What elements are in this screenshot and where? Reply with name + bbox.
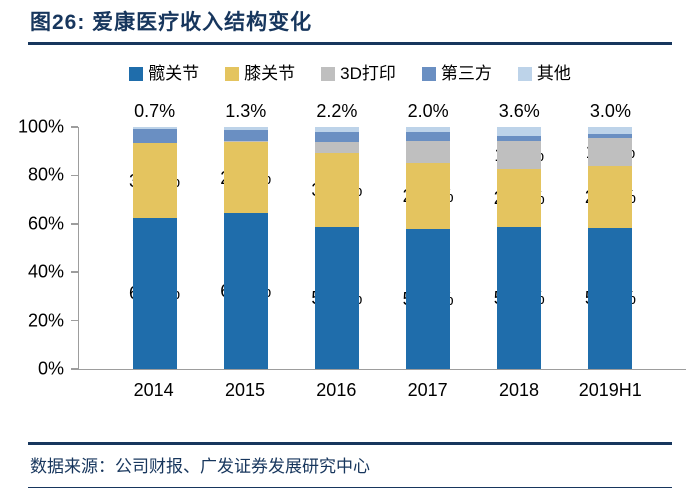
- segment-knee: [132, 143, 177, 218]
- bar-2014: [132, 127, 177, 369]
- segment-print3d: [588, 138, 633, 167]
- bar-2019H1: [588, 127, 633, 369]
- bar-2015: [223, 127, 268, 369]
- bar-slot-2014: 62.5%30.7%0.0%0.7%: [109, 101, 200, 369]
- segment-hip: [223, 213, 268, 369]
- segment-hip: [314, 226, 359, 369]
- segment-other: [588, 127, 633, 135]
- y-axis-tick: [71, 368, 78, 370]
- segment-other: [497, 127, 542, 136]
- segment-knee: [497, 168, 542, 228]
- legend-swatch-other: [517, 67, 532, 81]
- data-label-other: 2.0%: [407, 101, 449, 121]
- legend-label-other: 其他: [536, 64, 571, 83]
- figure-header: 图26: 爱康医疗收入结构变化: [0, 0, 700, 36]
- plot-area: 62.5%30.7%0.0%0.7%64.4%29.4%0.5%1.3%58.7…: [78, 101, 686, 370]
- segment-hip: [588, 227, 633, 369]
- bar-slot-2015: 64.4%29.4%0.5%1.3%: [200, 101, 291, 369]
- legend-item-hip: 髋关节: [129, 65, 199, 83]
- bar-slot-2017: 57.8%27.3%9.0%2.0%: [383, 101, 474, 369]
- segment-other: [314, 127, 359, 133]
- figure-title: 图26: 爱康医疗收入结构变化: [30, 11, 313, 34]
- segment-thirdparty: [132, 128, 177, 144]
- legend-item-print3d: 3D打印: [321, 65, 396, 83]
- segment-other: [223, 127, 268, 131]
- data-label-other: 1.3%: [225, 101, 267, 121]
- x-axis-label: 2018: [498, 380, 539, 400]
- chart-legend: 髋关节 膝关节 3D打印 第三方 其他: [0, 65, 700, 83]
- x-axis-label: 2017: [407, 380, 448, 400]
- segment-knee: [314, 152, 359, 227]
- legend-label-hip: 髋关节: [148, 64, 200, 83]
- x-axis-label: 2019H1: [578, 380, 642, 400]
- x-axis-label: 2015: [224, 380, 266, 400]
- segment-knee: [588, 166, 633, 228]
- data-label-other: 0.7%: [134, 101, 176, 121]
- y-axis-label: 20%: [27, 310, 64, 331]
- y-axis-tick: [71, 174, 78, 177]
- data-label-other: 3.6%: [498, 101, 540, 121]
- legend-label-print3d: 3D打印: [340, 64, 396, 83]
- legend-swatch-knee: [225, 67, 240, 81]
- legend-label-knee: 膝关节: [244, 64, 296, 83]
- y-axis-tick: [71, 271, 78, 273]
- bottom-divider: [28, 486, 672, 488]
- y-axis-tick: [71, 126, 78, 128]
- y-axis-label: 60%: [27, 213, 64, 234]
- legend-swatch-thirdparty: [421, 67, 436, 81]
- segment-other: [132, 127, 177, 129]
- segment-thirdparty: [497, 135, 542, 141]
- bar-2018: [497, 127, 542, 369]
- legend-label-thirdparty: 第三方: [440, 64, 492, 83]
- x-axis-label: 2014: [133, 380, 174, 400]
- legend-item-other: 其他: [517, 64, 571, 83]
- y-axis-label: 80%: [27, 164, 64, 185]
- footer-divider: [28, 442, 672, 445]
- y-axis-label: 100%: [17, 116, 64, 137]
- chart: 100% 80% 60% 40% 20% 0% 62.5%30.7%0.0%0.7%64.…: [0, 101, 700, 379]
- y-axis-tick: [71, 319, 78, 322]
- y-axis: 100% 80% 60% 40% 20% 0%: [0, 117, 78, 379]
- bar-slot-2018: 58.6%24.2%11.6%3.6%: [474, 101, 565, 369]
- data-label-other: 3.0%: [589, 101, 631, 121]
- source-text: 数据来源：公司财报、广发证券发展研究中心: [30, 456, 370, 476]
- bar-2017: [406, 127, 451, 369]
- bar-slot-2019H1: 58.4%25.3%11.7%3.0%: [565, 101, 656, 369]
- y-axis-label: 0%: [37, 358, 64, 379]
- y-axis-tick: [71, 223, 78, 225]
- segment-print3d: [223, 140, 268, 143]
- legend-swatch-hip: [129, 67, 144, 81]
- segment-hip: [497, 227, 542, 369]
- segment-print3d: [406, 141, 451, 164]
- segment-knee: [223, 142, 268, 214]
- legend-item-thirdparty: 第三方: [421, 64, 492, 83]
- bar-2016: [314, 127, 359, 369]
- bars-container: 62.5%30.7%0.0%0.7%64.4%29.4%0.5%1.3%58.7…: [79, 101, 686, 369]
- legend-swatch-print3d: [321, 67, 336, 81]
- segment-thirdparty: [223, 130, 268, 141]
- segment-thirdparty: [588, 134, 633, 139]
- y-axis-label: 40%: [27, 261, 64, 282]
- segment-thirdparty: [406, 131, 451, 142]
- segment-hip: [132, 217, 177, 369]
- segment-knee: [406, 163, 451, 230]
- bar-slot-2016: 58.7%30.7%4.5%2.2%: [291, 101, 382, 369]
- segment-other: [406, 127, 451, 132]
- segment-print3d: [497, 140, 542, 169]
- legend-item-knee: 膝关节: [225, 65, 295, 83]
- x-axis-label: 2016: [316, 380, 357, 400]
- segment-thirdparty: [314, 132, 359, 142]
- data-label-other: 2.2%: [316, 101, 358, 121]
- x-axis: 2014 2015 2016 2017 2018 2019H1: [78, 380, 686, 401]
- title-divider: [28, 42, 672, 45]
- segment-print3d: [314, 141, 359, 153]
- segment-hip: [406, 229, 451, 369]
